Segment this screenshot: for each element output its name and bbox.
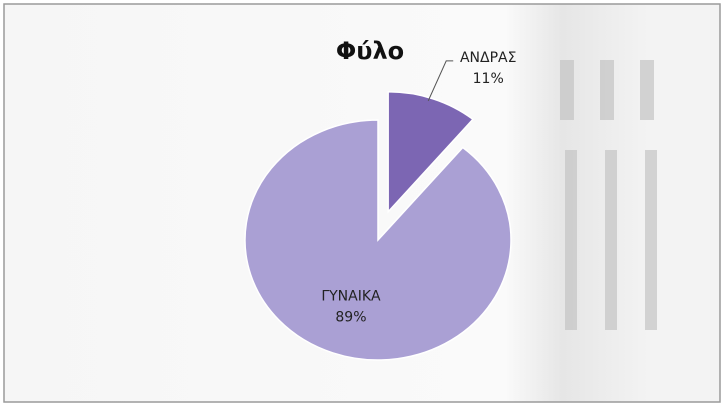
- pie-slice: [387, 91, 475, 214]
- pie-slice: [244, 119, 512, 361]
- data-label-category: ΑΝΔΡΑΣ: [460, 50, 517, 66]
- chart-title: Φύλο: [336, 37, 404, 65]
- data-label-value: 89%: [335, 310, 366, 326]
- background-decoration: [560, 60, 657, 330]
- data-label-category: ΓΥΝΑΙΚΑ: [321, 289, 381, 305]
- data-label-value: 11%: [473, 71, 504, 87]
- leader-line: [427, 60, 454, 102]
